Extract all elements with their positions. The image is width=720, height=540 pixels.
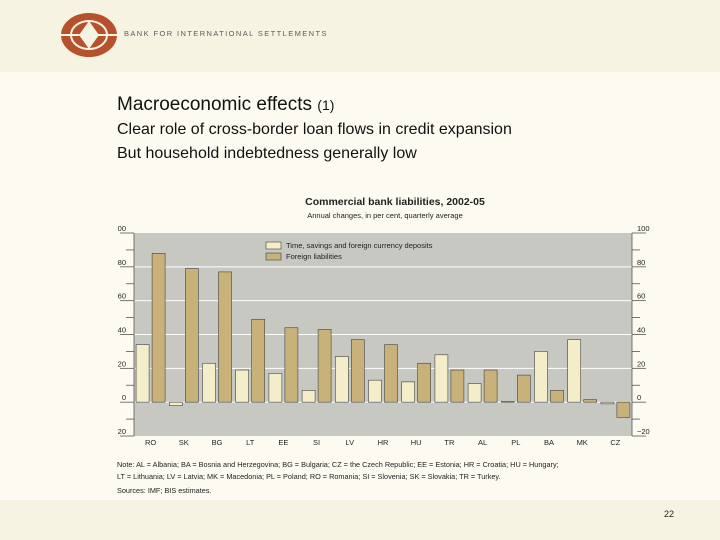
chart-note-line-2: LT = Lithuania; LV = Latvia; MK = Macedo… xyxy=(117,472,501,481)
legend-swatch xyxy=(265,241,282,250)
bar-foreign-liabilities-HR xyxy=(384,344,398,403)
y-tick-label-left: 20 xyxy=(118,427,126,436)
x-tick-label: LT xyxy=(246,438,255,447)
bar-foreign-liabilities-SK xyxy=(185,268,199,403)
y-tick-label-right: 40 xyxy=(637,326,645,335)
x-tick-label: CZ xyxy=(610,438,620,447)
bar-foreign-liabilities-LV xyxy=(350,339,365,403)
bar-foreign-liabilities-HU xyxy=(417,362,432,403)
bar-deposits-HR xyxy=(368,379,382,403)
chart-note-line-1: Note: AL = Albania; BA = Bosnia and Herz… xyxy=(117,460,559,469)
bar-foreign-liabilities-LT xyxy=(251,318,265,403)
page-number: 22 xyxy=(664,509,675,519)
bar-foreign-liabilities-AL xyxy=(483,369,498,403)
bullet-1: Clear role of cross-border loan flows in… xyxy=(117,121,512,138)
legend-label: Time, savings and foreign currency depos… xyxy=(286,241,433,250)
x-tick-label: TR xyxy=(444,438,455,447)
bar-foreign-liabilities-PL xyxy=(516,374,531,403)
x-tick-label: RO xyxy=(145,438,156,447)
legend-swatch xyxy=(265,252,282,261)
slide-title-number: (1) xyxy=(317,97,335,113)
y-tick-label-left: 20 xyxy=(118,359,126,368)
x-tick-label: LV xyxy=(345,438,354,447)
bar-deposits-AL xyxy=(467,383,482,403)
x-tick-label: HR xyxy=(378,438,389,447)
chart-sources: Sources: IMF; BIS estimates. xyxy=(117,486,212,495)
y-tick-label-left: 80 xyxy=(118,258,126,267)
x-tick-label: PL xyxy=(511,438,520,447)
y-tick-label-right: 20 xyxy=(637,359,645,368)
y-tick-label-left: 40 xyxy=(118,326,126,335)
bar-foreign-liabilities-CZ xyxy=(616,401,631,418)
bar-deposits-RO xyxy=(135,344,150,403)
y-tick-label-right: 60 xyxy=(637,292,645,301)
bar-deposits-SK xyxy=(169,401,183,406)
x-tick-label: HU xyxy=(411,438,422,447)
bullet-2: But household indebtedness generally low xyxy=(117,145,417,162)
bar-deposits-BA xyxy=(534,351,548,403)
x-tick-label: MK xyxy=(577,438,588,447)
footer-band xyxy=(0,500,720,540)
bar-foreign-liabilities-RO xyxy=(151,253,166,403)
bar-deposits-BG xyxy=(202,362,216,403)
chart-title: Commercial bank liabilities, 2002-05 xyxy=(305,196,485,208)
y-tick-label-right: 100 xyxy=(637,224,650,233)
bar-foreign-liabilities-TR xyxy=(450,369,465,403)
x-tick-label: BG xyxy=(212,438,223,447)
x-tick-label: SI xyxy=(313,438,320,447)
slide-title: Macroeconomic effects (1) xyxy=(117,94,334,116)
bar-foreign-liabilities-SI xyxy=(317,329,332,403)
bar-deposits-HU xyxy=(401,381,416,403)
y-tick-label-left: 0 xyxy=(122,393,126,402)
x-tick-label: EE xyxy=(278,438,288,447)
legend-label: Foreign liabilities xyxy=(286,252,342,261)
bar-deposits-MK xyxy=(567,339,582,403)
x-tick-label: AL xyxy=(478,438,487,447)
bar-deposits-LV xyxy=(334,356,349,403)
bar-foreign-liabilities-EE xyxy=(284,327,299,403)
x-tick-label: SK xyxy=(179,438,189,447)
bar-deposits-LT xyxy=(235,369,249,403)
bar-deposits-SI xyxy=(301,390,316,403)
y-tick-label-left: 60 xyxy=(118,292,126,301)
bar-deposits-TR xyxy=(434,354,449,403)
bar-deposits-EE xyxy=(268,373,283,403)
header-band xyxy=(0,0,720,72)
slide-title-text: Macroeconomic effects xyxy=(117,94,313,115)
bar-chart: Commercial bank liabilities, 2002-05 Annu… xyxy=(118,196,650,447)
org-name: BANK FOR INTERNATIONAL SETTLEMENTS xyxy=(124,29,328,38)
chart-subtitle: Annual changes, in per cent, quarterly a… xyxy=(307,211,463,220)
bar-foreign-liabilities-BG xyxy=(218,271,232,403)
bar-deposits-CZ xyxy=(600,401,615,405)
y-tick-label-right: −20 xyxy=(637,427,650,436)
y-tick-label-left: 00 xyxy=(118,224,126,233)
bar-foreign-liabilities-BA xyxy=(550,390,564,403)
bar-deposits-PL xyxy=(500,401,515,403)
y-tick-label-right: 0 xyxy=(637,393,641,402)
bis-logo-icon xyxy=(61,13,117,57)
y-tick-label-right: 80 xyxy=(637,258,645,267)
x-tick-label: BA xyxy=(544,438,554,447)
bar-foreign-liabilities-MK xyxy=(583,399,598,403)
